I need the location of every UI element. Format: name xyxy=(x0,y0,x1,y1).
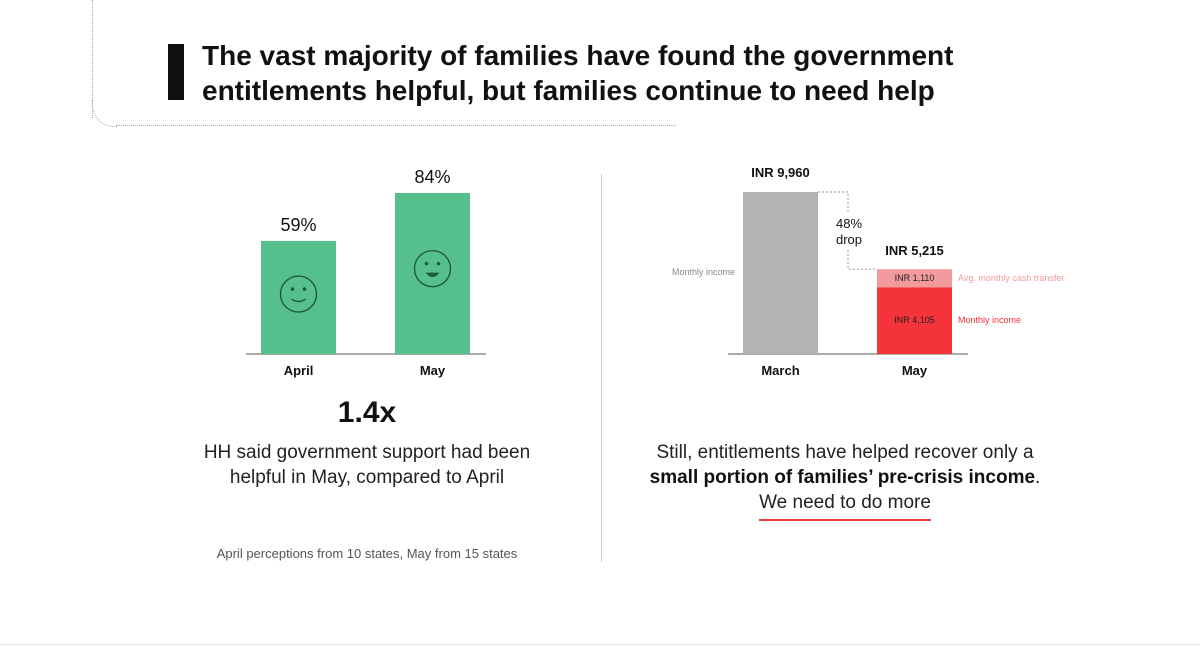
bar-total-label: INR 5,215 xyxy=(885,243,944,258)
series-label-monthly-income: Monthly income xyxy=(672,267,735,277)
bar-march-monthly-income xyxy=(743,192,818,354)
x-tick-label: May xyxy=(420,363,446,378)
footnote: April perceptions from 10 states, May fr… xyxy=(216,546,518,561)
series-label-monthly-income: Monthly income xyxy=(958,315,1021,325)
recovery-period: . xyxy=(1035,467,1041,488)
recovery-emphasis: small portion of families’ pre-crisis in… xyxy=(649,467,1036,488)
call-to-action: We need to do more xyxy=(759,490,931,521)
helpful-perception-bar-chart: 59% April 84% May xyxy=(246,167,486,378)
x-tick-label: May xyxy=(902,363,928,378)
title-accent-bar xyxy=(168,44,184,100)
page-title: The vast majority of families have found… xyxy=(202,40,954,106)
stat-description: HH said government support had been help… xyxy=(203,442,531,488)
recovery-description: Still, entitlements have helped recover … xyxy=(630,440,1060,521)
smiley-icon xyxy=(413,249,452,288)
frame-line-horizontal xyxy=(116,125,676,126)
stat-value: 1.4x xyxy=(337,396,397,429)
bar-value-label: 84% xyxy=(414,167,450,187)
panel-divider xyxy=(601,174,602,562)
x-tick-label: March xyxy=(761,363,799,378)
bottom-rule xyxy=(0,644,1200,645)
drop-percent-label: 48% xyxy=(836,216,862,231)
series-label-cash-transfer: Avg. monthly cash transfer xyxy=(958,273,1064,283)
segment-value-label: INR 4,105 xyxy=(894,315,935,325)
bar-april xyxy=(261,240,336,354)
bar-may-cash-transfer xyxy=(877,269,952,288)
bar-may-monthly-income xyxy=(877,287,952,354)
bar-value-label: 59% xyxy=(280,215,316,235)
drop-connector xyxy=(818,191,877,270)
x-tick-label: April xyxy=(284,363,314,378)
recovery-text: Still, entitlements have helped recover … xyxy=(656,442,1034,463)
frame-line-vertical xyxy=(92,0,93,118)
smiley-icon xyxy=(279,275,318,313)
drop-word-label: drop xyxy=(836,232,862,247)
segment-value-label: INR 1,110 xyxy=(895,273,935,283)
bar-total-label: INR 9,960 xyxy=(751,165,810,180)
